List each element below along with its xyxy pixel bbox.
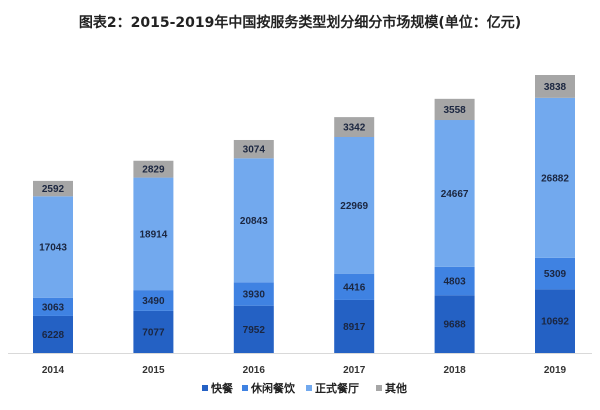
x-tick-label: 2016 (243, 365, 266, 376)
data-label: 20843 (240, 216, 268, 227)
data-label: 7952 (243, 325, 266, 336)
legend-label: 快餐 (210, 381, 234, 395)
data-label: 9688 (443, 320, 466, 331)
x-tick-label: 2015 (142, 365, 165, 376)
data-label: 3342 (343, 123, 366, 134)
data-label: 17043 (39, 243, 67, 254)
bar-segment (33, 297, 73, 316)
bar-segment (133, 160, 174, 178)
legend-label: 正式餐厅 (315, 381, 359, 395)
bar-segment (233, 158, 274, 283)
bar-segment (434, 295, 475, 353)
data-label: 4416 (343, 282, 366, 293)
data-label: 3063 (42, 302, 65, 313)
data-label: 26882 (541, 173, 569, 184)
chart-title: 图表2：2015-2019年中国按服务类型划分细分市场规模(单位：亿元) (78, 15, 522, 31)
data-label: 18914 (139, 229, 167, 240)
bar-segment (33, 180, 73, 197)
bar-segment (535, 75, 575, 98)
bar-segment (434, 98, 475, 121)
legend-label: 休闲餐饮 (250, 381, 296, 395)
bar-segment (535, 289, 575, 353)
bar-segment (233, 282, 274, 306)
bar-segment (535, 97, 575, 258)
legend-swatch (306, 385, 312, 391)
data-label: 3838 (544, 82, 567, 93)
bar-segment (133, 310, 174, 353)
data-label: 10692 (541, 317, 569, 328)
data-label: 3558 (443, 105, 466, 116)
legend-swatch (242, 385, 248, 391)
bar-segment (233, 305, 274, 353)
data-label: 22969 (340, 201, 368, 212)
data-label: 3074 (243, 145, 266, 156)
data-label: 24667 (441, 189, 469, 200)
bar-segment (434, 266, 475, 296)
x-tick-label: 2018 (443, 365, 466, 376)
bar-segment (233, 139, 274, 159)
data-label: 7077 (142, 327, 165, 338)
x-tick-label: 2019 (544, 365, 567, 376)
legend-swatch (376, 385, 382, 391)
bar-segment (334, 299, 375, 353)
bar-segment (33, 196, 73, 298)
data-label: 2592 (42, 184, 65, 195)
bar-segment (33, 315, 73, 353)
legend-label: 其他 (385, 381, 407, 395)
data-label: 3490 (142, 296, 165, 307)
bar-segment (334, 273, 375, 300)
bar-segment (334, 117, 375, 138)
data-label: 5309 (544, 269, 567, 280)
x-tick-label: 2017 (343, 365, 366, 376)
bar-segment (434, 120, 475, 267)
bar-segment (133, 290, 174, 311)
legend-swatch (202, 385, 208, 391)
bar-segment (535, 257, 575, 290)
data-label: 6228 (42, 330, 65, 341)
data-label: 8917 (343, 322, 366, 333)
data-label: 3930 (243, 289, 266, 300)
bar-segment (133, 177, 174, 291)
x-tick-label: 2014 (42, 365, 65, 376)
data-label: 4803 (443, 277, 466, 288)
bar-segment (334, 137, 375, 274)
data-label: 2829 (142, 165, 165, 176)
